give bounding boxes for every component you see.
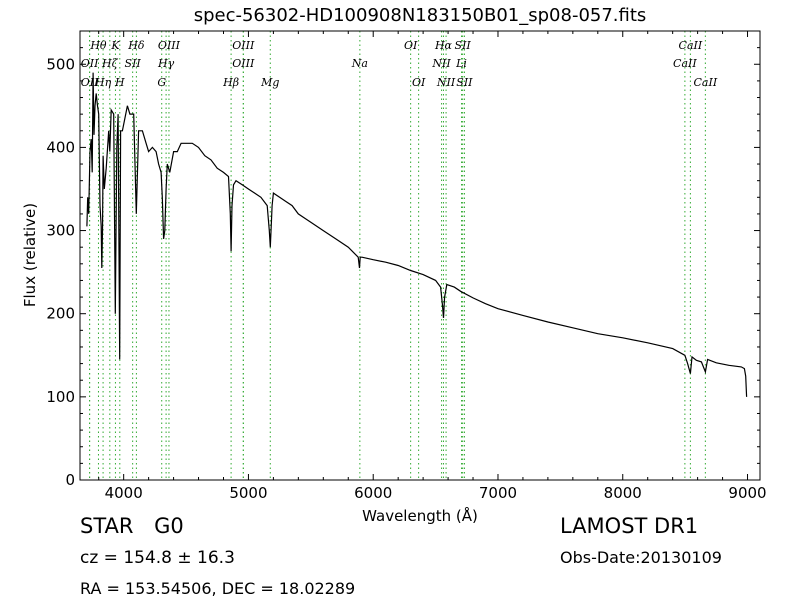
line-label-22: SII <box>455 39 472 52</box>
y-tick-label-200: 200 <box>46 305 75 323</box>
line-label-27: CaII <box>694 76 718 89</box>
x-axis-label: Wavelength (Å) <box>362 506 478 525</box>
x-tick-label-6000: 6000 <box>354 484 392 502</box>
line-label-9: OIII <box>158 39 181 52</box>
line-label-8: Hδ <box>127 39 145 52</box>
line-label-5: K <box>110 39 120 52</box>
y-ticks: 0 100 200 300 400 500 <box>46 47 760 489</box>
y-tick-label-0: 0 <box>65 471 75 489</box>
line-label-10: Hγ <box>157 57 175 70</box>
line-label-0: OII <box>81 57 99 70</box>
x-tick-label-8000: 8000 <box>604 484 642 502</box>
line-markers <box>89 31 706 480</box>
line-label-11: G <box>157 76 166 89</box>
line-label-1: OII <box>81 76 99 89</box>
y-tick-label-400: 400 <box>46 138 75 156</box>
line-label-21: NII <box>436 76 456 89</box>
line-label-12: OIII <box>232 39 255 52</box>
line-label-18: OI <box>412 76 426 89</box>
star-class-label: STAR G0 <box>80 514 184 538</box>
y-tick-label-500: 500 <box>46 55 75 73</box>
line-label-4: Hζ <box>101 57 119 70</box>
y-tick-label-100: 100 <box>46 388 75 406</box>
line-label-23: Li <box>455 57 467 70</box>
plot-frame <box>79 30 761 481</box>
line-label-6: H <box>114 76 125 89</box>
line-label-2: Hθ <box>89 39 107 52</box>
line-label-13: OIII <box>232 57 255 70</box>
x-tick-label-4000: 4000 <box>105 484 143 502</box>
line-label-16: Na <box>351 57 368 70</box>
line-label-19: Hα <box>434 39 453 52</box>
redshift-label: cz = 154.8 ± 16.3 <box>80 548 235 568</box>
x-tick-label-5000: 5000 <box>229 484 267 502</box>
line-label-24: SII <box>456 76 473 89</box>
survey-label: LAMOST DR1 <box>560 514 699 538</box>
coordinates-label: RA = 153.54506, DEC = 18.02289 <box>80 579 356 598</box>
line-label-15: Mg <box>260 76 279 89</box>
line-label-26: CaII <box>673 57 697 70</box>
obs-date-label: Obs-Date:20130109 <box>560 548 722 567</box>
y-tick-label-300: 300 <box>46 222 75 240</box>
line-label-25: CaII <box>679 39 703 52</box>
x-ticks: 4000 5000 6000 7000 8000 9000 <box>98 31 767 502</box>
line-label-14: Hβ <box>222 76 239 89</box>
line-label-17: OI <box>404 39 418 52</box>
spectrum-line <box>86 72 748 397</box>
chart-title: spec-56302-HD100908N183150B01_sp08-057.f… <box>193 5 647 26</box>
line-label-7: SII <box>125 57 142 70</box>
line-label-3: Hη <box>94 76 112 89</box>
y-axis-label: Flux (relative) <box>21 203 39 307</box>
line-label-20: NII <box>431 57 451 70</box>
x-tick-label-9000: 9000 <box>728 484 766 502</box>
x-tick-label-7000: 7000 <box>479 484 517 502</box>
